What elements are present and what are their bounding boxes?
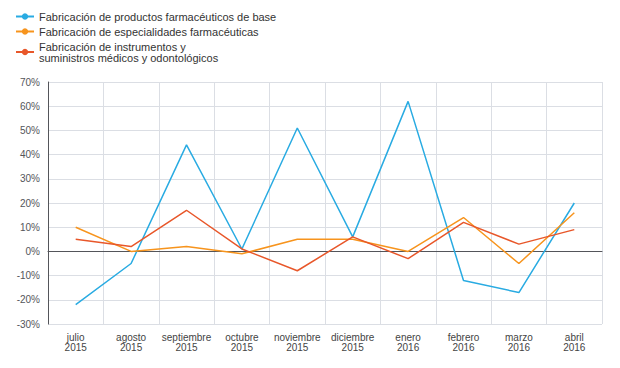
svg-text:julio: julio (66, 331, 85, 343)
svg-text:2016: 2016 (397, 342, 420, 353)
svg-text:Fabricación de productos farma: Fabricación de productos farmacéuticos d… (39, 11, 276, 23)
svg-text:20%: 20% (20, 198, 40, 209)
svg-text:enero: enero (395, 331, 421, 343)
svg-text:2015: 2015 (231, 342, 254, 353)
svg-text:10%: 10% (20, 222, 40, 233)
svg-text:2016: 2016 (563, 342, 586, 353)
svg-text:febrero: febrero (447, 331, 480, 343)
svg-text:2016: 2016 (508, 342, 531, 353)
svg-text:40%: 40% (20, 149, 40, 160)
svg-text:-20%: -20% (17, 294, 40, 305)
svg-text:2015: 2015 (65, 342, 88, 353)
svg-text:Fabricación de especialidades: Fabricación de especialidades farmacéuti… (39, 26, 259, 38)
svg-text:noviembre: noviembre (273, 331, 321, 343)
svg-text:agosto: agosto (116, 331, 147, 343)
svg-text:70%: 70% (20, 77, 40, 88)
svg-text:-30%: -30% (17, 319, 40, 330)
svg-text:octubre: octubre (225, 331, 259, 343)
svg-text:marzo: marzo (505, 331, 533, 343)
svg-text:2015: 2015 (342, 342, 365, 353)
svg-text:abril: abril (564, 331, 584, 343)
svg-text:60%: 60% (20, 101, 40, 112)
svg-text:2015: 2015 (286, 342, 309, 353)
svg-text:2015: 2015 (120, 342, 143, 353)
svg-text:30%: 30% (20, 173, 40, 184)
svg-text:2016: 2016 (452, 342, 475, 353)
svg-text:50%: 50% (20, 125, 40, 136)
svg-text:diciembre: diciembre (331, 331, 375, 343)
svg-text:0%: 0% (26, 246, 41, 257)
svg-text:septiembre: septiembre (161, 331, 212, 343)
svg-text:2015: 2015 (175, 342, 198, 353)
svg-text:suministros médicos y odontoló: suministros médicos y odontológicos (39, 52, 219, 64)
svg-text:-10%: -10% (17, 270, 40, 281)
svg-text:Fabricación de instrumentos y: Fabricación de instrumentos y (39, 40, 186, 53)
